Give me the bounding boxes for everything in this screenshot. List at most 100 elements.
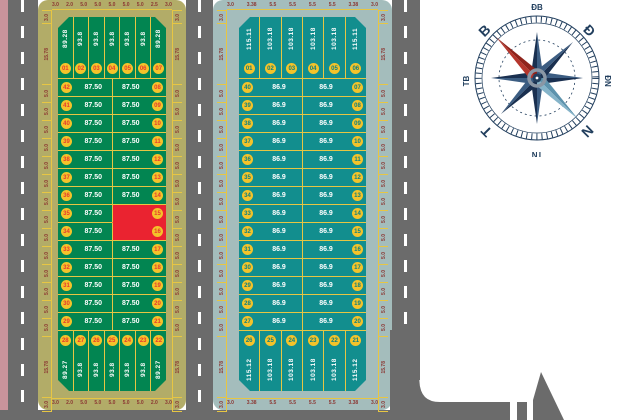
plot-34[interactable]: 34 87.50 bbox=[58, 222, 112, 240]
dimension-segment: 5.0 bbox=[379, 229, 388, 247]
dimension-segment: 5.0 bbox=[217, 301, 226, 319]
plot-07[interactable]: 86.9 07 bbox=[302, 78, 366, 96]
plot-area-label: 86.9 bbox=[319, 156, 333, 163]
plot-03[interactable]: 93.8 03 bbox=[89, 17, 105, 78]
plot-05[interactable]: 103.18 05 bbox=[324, 17, 345, 78]
plot-17[interactable]: 86.9 17 bbox=[302, 258, 366, 276]
plot-32[interactable]: 32 86.9 bbox=[239, 222, 302, 240]
plot-16-sold[interactable]: 16 bbox=[112, 222, 167, 240]
plot-06[interactable]: 115.11 06 bbox=[346, 17, 366, 78]
plot-number-badge: 08 bbox=[352, 100, 363, 111]
plot-15[interactable]: 86.9 15 bbox=[302, 222, 366, 240]
plot-30[interactable]: 30 86.9 bbox=[239, 258, 302, 276]
compass-label-se: ĐN bbox=[603, 75, 612, 87]
plot-18[interactable]: 86.9 18 bbox=[302, 276, 366, 294]
plot-area-label: 86.9 bbox=[319, 246, 333, 253]
plot-39[interactable]: 39 87.50 bbox=[58, 132, 112, 150]
plot-16[interactable]: 86.9 16 bbox=[302, 240, 366, 258]
plot-row: 32 86.9 86.9 15 bbox=[239, 222, 366, 240]
plot-36[interactable]: 36 87.50 bbox=[58, 186, 112, 204]
plot-14[interactable]: 86.9 14 bbox=[302, 204, 366, 222]
plot-35[interactable]: 35 86.9 bbox=[239, 168, 302, 186]
plot-03[interactable]: 103.18 03 bbox=[282, 17, 303, 78]
plot-01[interactable]: 89.28 01 bbox=[58, 17, 74, 78]
plot-18[interactable]: 87.50 18 bbox=[112, 258, 167, 276]
plot-04[interactable]: 93.8 04 bbox=[105, 17, 121, 78]
plot-23[interactable]: 23 103.18 bbox=[303, 331, 324, 391]
plot-12[interactable]: 86.9 12 bbox=[302, 168, 366, 186]
plot-area-label: 86.9 bbox=[272, 192, 286, 199]
plot-25[interactable]: 25 103.18 bbox=[260, 331, 281, 391]
plot-33[interactable]: 33 86.9 bbox=[239, 204, 302, 222]
plot-41[interactable]: 41 87.50 bbox=[58, 96, 112, 114]
plot-04[interactable]: 103.18 04 bbox=[303, 17, 324, 78]
plot-area-label: 87.50 bbox=[84, 138, 103, 145]
dimension-label: 15.78 bbox=[43, 47, 50, 61]
plot-26[interactable]: 26 115.12 bbox=[239, 331, 260, 391]
plot-11[interactable]: 86.9 11 bbox=[302, 150, 366, 168]
plot-09[interactable]: 86.9 09 bbox=[302, 114, 366, 132]
plot-13[interactable]: 86.9 13 bbox=[302, 186, 366, 204]
plot-26[interactable]: 26 93.8 bbox=[89, 331, 105, 391]
plot-21[interactable]: 21 115.12 bbox=[346, 331, 366, 391]
plot-08[interactable]: 86.9 08 bbox=[302, 96, 366, 114]
plot-27[interactable]: 27 86.9 bbox=[239, 312, 302, 330]
plot-20[interactable]: 87.50 20 bbox=[112, 294, 167, 312]
plot-19[interactable]: 86.9 19 bbox=[302, 294, 366, 312]
plot-area-label: 93.8 bbox=[108, 362, 116, 377]
plot-29[interactable]: 29 86.9 bbox=[239, 276, 302, 294]
plot-20[interactable]: 86.9 20 bbox=[302, 312, 366, 330]
plot-24[interactable]: 24 93.8 bbox=[120, 331, 136, 391]
plot-31[interactable]: 31 87.50 bbox=[58, 276, 112, 294]
plot-37[interactable]: 37 87.50 bbox=[58, 168, 112, 186]
plot-15-sold[interactable]: 15 bbox=[112, 204, 167, 222]
plot-02[interactable]: 93.8 02 bbox=[74, 17, 90, 78]
dimension-segment: 5.0 bbox=[217, 265, 226, 283]
plot-36[interactable]: 36 86.9 bbox=[239, 150, 302, 168]
plot-13[interactable]: 87.50 13 bbox=[112, 168, 167, 186]
plot-12[interactable]: 87.50 12 bbox=[112, 150, 167, 168]
plot-01[interactable]: 115.11 01 bbox=[239, 17, 260, 78]
plot-area-label: 93.8 bbox=[92, 362, 100, 377]
plot-10[interactable]: 86.9 10 bbox=[302, 132, 366, 150]
plot-30[interactable]: 30 87.50 bbox=[58, 294, 112, 312]
plot-area-label: 86.9 bbox=[319, 138, 333, 145]
plot-08[interactable]: 87.50 08 bbox=[112, 78, 167, 96]
plot-24[interactable]: 24 103.18 bbox=[282, 331, 303, 391]
plot-06[interactable]: 93.8 06 bbox=[136, 17, 152, 78]
plot-28[interactable]: 28 86.9 bbox=[239, 294, 302, 312]
plot-number-badge: 32 bbox=[242, 226, 253, 237]
plot-33[interactable]: 33 87.50 bbox=[58, 240, 112, 258]
plot-22[interactable]: 22 103.18 bbox=[324, 331, 345, 391]
plot-34[interactable]: 34 86.9 bbox=[239, 186, 302, 204]
plot-29[interactable]: 29 87.50 bbox=[58, 312, 112, 330]
plot-21[interactable]: 87.50 21 bbox=[112, 312, 167, 330]
road-stub bbox=[517, 402, 527, 420]
plot-10[interactable]: 87.50 10 bbox=[112, 114, 167, 132]
plot-31[interactable]: 31 86.9 bbox=[239, 240, 302, 258]
plot-19[interactable]: 87.50 19 bbox=[112, 276, 167, 294]
plot-25[interactable]: 25 93.8 bbox=[105, 331, 121, 391]
plot-number-badge: 23 bbox=[308, 335, 319, 346]
plot-39[interactable]: 39 86.9 bbox=[239, 96, 302, 114]
plot-11[interactable]: 87.50 11 bbox=[112, 132, 167, 150]
plot-32[interactable]: 32 87.50 bbox=[58, 258, 112, 276]
plot-35[interactable]: 35 87.50 bbox=[58, 204, 112, 222]
plot-27[interactable]: 27 93.8 bbox=[74, 331, 90, 391]
plot-14[interactable]: 87.50 14 bbox=[112, 186, 167, 204]
plot-07[interactable]: 89.28 07 bbox=[151, 17, 166, 78]
plot-02[interactable]: 103.18 02 bbox=[260, 17, 281, 78]
plot-23[interactable]: 23 93.8 bbox=[136, 331, 152, 391]
plot-38[interactable]: 38 86.9 bbox=[239, 114, 302, 132]
plot-17[interactable]: 87.50 17 bbox=[112, 240, 167, 258]
plot-22[interactable]: 22 89.27 bbox=[151, 331, 166, 391]
plot-40[interactable]: 40 86.9 bbox=[239, 78, 302, 96]
plot-40[interactable]: 40 87.50 bbox=[58, 114, 112, 132]
plot-42[interactable]: 42 87.50 bbox=[58, 78, 112, 96]
plot-area-label: 86.9 bbox=[272, 228, 286, 235]
plot-05[interactable]: 93.8 05 bbox=[120, 17, 136, 78]
plot-37[interactable]: 37 86.9 bbox=[239, 132, 302, 150]
plot-09[interactable]: 87.50 09 bbox=[112, 96, 167, 114]
plot-28[interactable]: 28 89.27 bbox=[58, 331, 74, 391]
plot-38[interactable]: 38 87.50 bbox=[58, 150, 112, 168]
